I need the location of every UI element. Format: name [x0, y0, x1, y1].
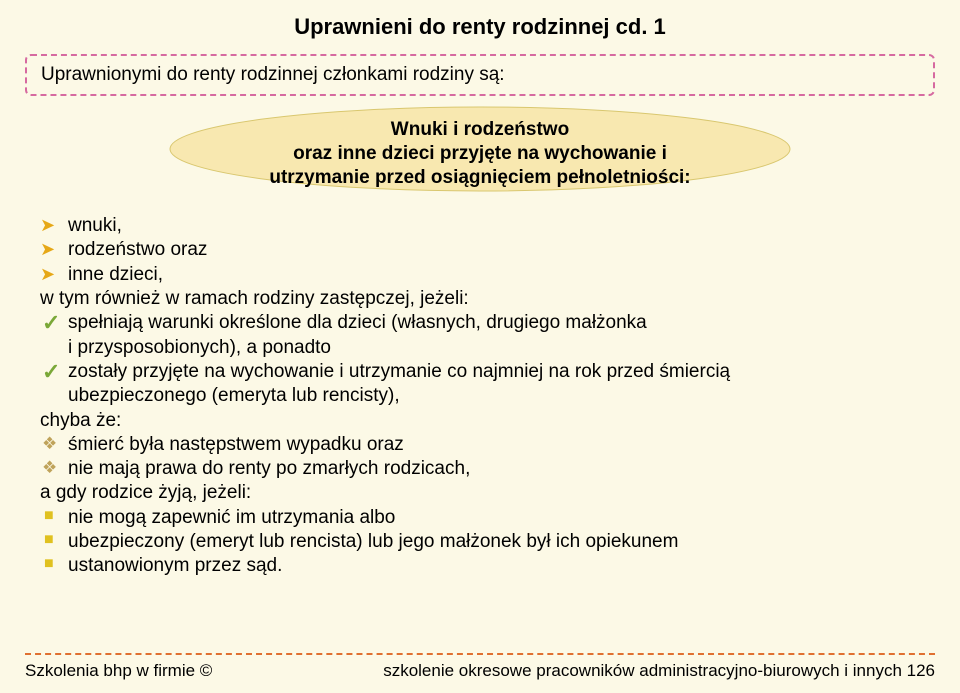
footer-right: szkolenie okresowe pracowników administr… [383, 661, 935, 681]
ellipse-line: Wnuki i rodzeństwo [0, 118, 960, 142]
ellipse-line: oraz inne dzieci przyjęte na wychowanie … [0, 142, 960, 166]
diamond-item: śmierć była następstwem wypadku oraz [40, 433, 920, 457]
plain-line: chyba że: [40, 409, 920, 433]
square-item: nie mogą zapewnić im utrzymania albo [40, 506, 920, 530]
content-body: wnuki, rodzeństwo oraz inne dzieci, w ty… [40, 214, 920, 579]
check-cont: i przysposobionych), a ponadto [40, 336, 920, 360]
arrow-item: inne dzieci, [40, 263, 920, 287]
check-cont: ubezpieczonego (emeryta lub rencisty), [40, 384, 920, 408]
page-title: Uprawnieni do renty rodzinnej cd. 1 [0, 0, 960, 40]
arrow-item: rodzeństwo oraz [40, 238, 920, 262]
square-item: ustanowionym przez sąd. [40, 554, 920, 578]
ellipse-line: utrzymanie przed osiągnięciem pełnoletni… [0, 166, 960, 190]
plain-line: a gdy rodzice żyją, jeżeli: [40, 481, 920, 505]
intro-box: Uprawnionymi do renty rodzinnej członkam… [25, 54, 935, 96]
footer-left: Szkolenia bhp w firmie © [25, 661, 212, 681]
arrow-item: wnuki, [40, 214, 920, 238]
check-item: zostały przyjęte na wychowanie i utrzyma… [40, 360, 920, 384]
footer: Szkolenia bhp w firmie © szkolenie okres… [25, 653, 935, 681]
ellipse-heading: Wnuki i rodzeństwo oraz inne dzieci przy… [0, 104, 960, 194]
diamond-item: nie mają prawa do renty po zmarłych rodz… [40, 457, 920, 481]
plain-line: w tym również w ramach rodziny zastępcze… [40, 287, 920, 311]
square-item: ubezpieczony (emeryt lub rencista) lub j… [40, 530, 920, 554]
check-item: spełniają warunki określone dla dzieci (… [40, 311, 920, 335]
